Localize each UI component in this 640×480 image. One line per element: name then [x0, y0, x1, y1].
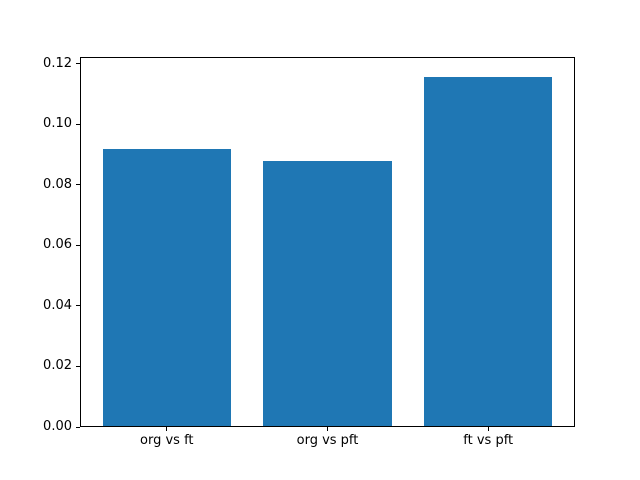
- bar-org-vs-ft: [103, 148, 232, 426]
- x-tick-label: org vs ft: [140, 433, 194, 448]
- bar-ft-vs-pft: [423, 76, 552, 426]
- x-tick-mark: [487, 427, 489, 431]
- y-tick-label: 0.12: [43, 55, 72, 71]
- x-tick-mark: [327, 427, 328, 431]
- x-tick-mark: [166, 427, 168, 431]
- y-tick-label: 0.08: [43, 176, 72, 192]
- y-tick-mark: [76, 63, 80, 65]
- y-tick-mark: [76, 305, 80, 307]
- y-tick-mark: [76, 123, 80, 125]
- x-tick-label: ft vs pft: [463, 433, 514, 448]
- x-tick-label: org vs pft: [296, 433, 359, 448]
- y-tick-label: 0.04: [43, 297, 72, 313]
- y-tick-mark: [76, 426, 80, 428]
- plot-area: [80, 57, 575, 427]
- y-tick-mark: [76, 184, 80, 186]
- y-tick-label: 0.06: [43, 237, 72, 253]
- y-tick-label: 0.02: [43, 358, 72, 374]
- y-tick-label: 0.10: [43, 116, 72, 132]
- y-tick-label: 0.00: [43, 419, 72, 434]
- bar-org-vs-pft: [263, 161, 392, 426]
- y-tick-mark: [76, 365, 80, 367]
- y-tick-mark: [76, 244, 80, 246]
